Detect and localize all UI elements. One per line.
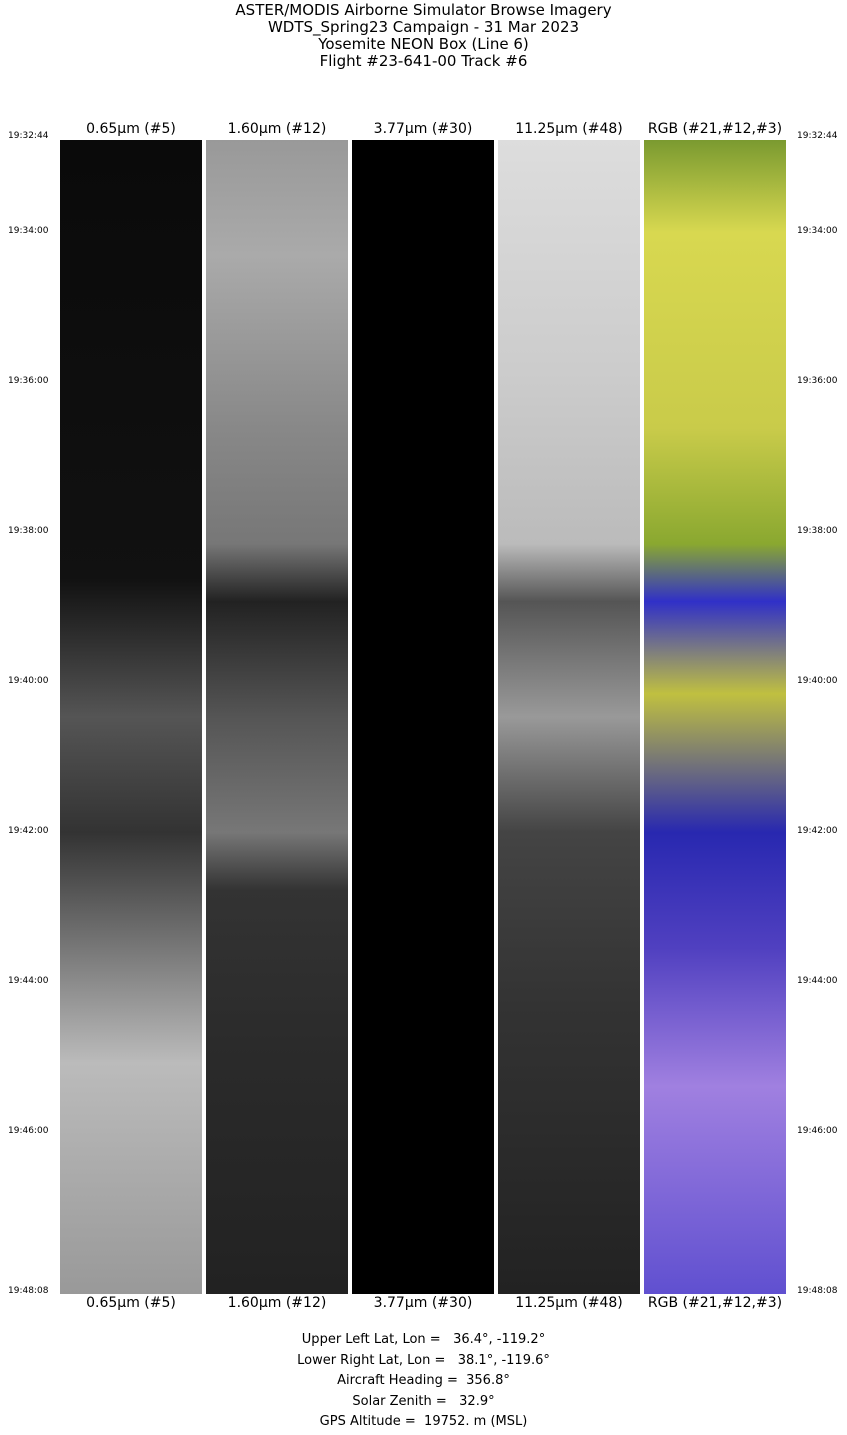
title-line-1: ASTER/MODIS Airborne Simulator Browse Im… (235, 1, 612, 19)
time-label-left: 19:42:00 (8, 826, 49, 836)
time-label-right: 19:40:00 (797, 676, 838, 686)
time-label-right: 19:36:00 (797, 376, 838, 386)
image-panel-11.25um (498, 140, 640, 1294)
time-label-left: 19:34:00 (8, 226, 49, 236)
band-label-bottom-4: RGB (#21,#12,#3) (647, 1295, 783, 1311)
image-panel-1.60um (206, 140, 348, 1294)
band-label-top-4: RGB (#21,#12,#3) (647, 121, 783, 137)
time-label-right: 19:32:44 (797, 131, 838, 141)
band-label-top-3: 11.25µm (#48) (515, 121, 623, 137)
band-label-bottom-0: 0.65µm (#5) (86, 1295, 176, 1311)
band-label-bottom-2: 3.77µm (#30) (373, 1295, 473, 1311)
gps-altitude: GPS Altitude = 19752. m (MSL) (319, 1414, 528, 1429)
aircraft-heading: Aircraft Heading = 356.8° (337, 1373, 510, 1388)
time-label-left: 19:32:44 (8, 131, 49, 141)
time-label-left: 19:36:00 (8, 376, 49, 386)
time-label-left: 19:38:00 (8, 526, 49, 536)
time-label-right: 19:38:00 (797, 526, 838, 536)
time-label-right: 19:44:00 (797, 976, 838, 986)
time-label-left: 19:48:08 (8, 1286, 49, 1296)
upper-left-latlon: Upper Left Lat, Lon = 36.4°, -119.2° (301, 1332, 546, 1347)
time-label-left: 19:40:00 (8, 676, 49, 686)
time-label-right: 19:48:08 (797, 1286, 838, 1296)
image-panel-rgb (644, 140, 786, 1294)
image-panel-0.65um (60, 140, 202, 1294)
image-panel-3.77um (352, 140, 494, 1294)
solar-zenith: Solar Zenith = 32.9° (352, 1393, 495, 1409)
title-line-3: Yosemite NEON Box (Line 6) (318, 35, 529, 53)
band-label-bottom-3: 11.25µm (#48) (515, 1295, 623, 1311)
time-label-left: 19:46:00 (8, 1126, 49, 1136)
band-label-top-2: 3.77µm (#30) (373, 121, 473, 137)
lower-right-latlon: Lower Right Lat, Lon = 38.1°, -119.6° (297, 1352, 550, 1368)
time-label-left: 19:44:00 (8, 976, 49, 986)
flight-info: Upper Left Lat, Lon = 36.4°, -119.2° Low… (0, 1330, 847, 1433)
band-label-top-0: 0.65µm (#5) (86, 121, 176, 137)
title-line-2: WDTS_Spring23 Campaign - 31 Mar 2023 (267, 18, 580, 36)
band-label-top-1: 1.60µm (#12) (227, 121, 327, 137)
time-label-right: 19:42:00 (797, 826, 838, 836)
title-line-4: Flight #23-641-00 Track #6 (319, 52, 528, 70)
band-label-bottom-1: 1.60µm (#12) (227, 1295, 327, 1311)
time-label-right: 19:34:00 (797, 226, 838, 236)
time-label-right: 19:46:00 (797, 1126, 838, 1136)
